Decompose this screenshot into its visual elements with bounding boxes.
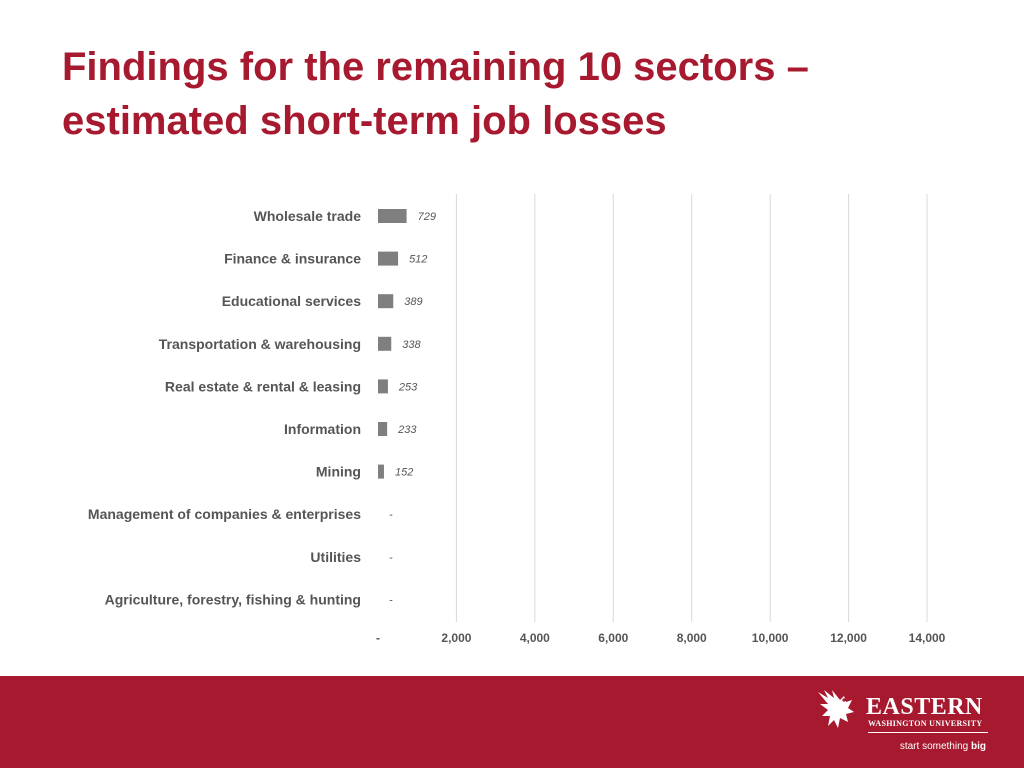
footer-band: EASTERN WASHINGTON UNIVERSITY start some…	[0, 676, 1024, 768]
data-label: 253	[398, 381, 418, 393]
category-label: Transportation & warehousing	[159, 336, 361, 352]
category-label: Finance & insurance	[224, 251, 361, 267]
data-label: -	[389, 552, 393, 564]
data-label: 389	[404, 296, 422, 308]
category-label: Real estate & rental & leasing	[165, 378, 361, 394]
eastern-washington-university-logo: EASTERN WASHINGTON UNIVERSITY start some…	[814, 686, 994, 756]
data-label: 152	[395, 467, 413, 479]
category-label: Mining	[316, 464, 361, 480]
slide-title: Findings for the remaining 10 sectors – …	[62, 40, 962, 148]
x-tick-label: 14,000	[909, 631, 946, 645]
category-label: Management of companies & enterprises	[88, 506, 361, 522]
job-losses-bar-chart: - 2,000 4,000 6,000 8,000 10,000 12,000 14,000 W…	[88, 194, 946, 645]
data-label: -	[389, 509, 393, 521]
x-tick-label: 10,000	[752, 631, 789, 645]
x-tick-label: 12,000	[830, 631, 867, 645]
bar	[378, 422, 388, 436]
x-tick-label: 8,000	[677, 631, 707, 645]
category-label: Educational services	[222, 293, 362, 309]
bar	[378, 336, 392, 351]
data-label: -	[389, 594, 393, 606]
bar	[378, 209, 407, 223]
bar	[378, 464, 384, 479]
category-label: Wholesale trade	[254, 208, 362, 224]
data-label: 729	[418, 211, 436, 223]
x-tick-label: 2,000	[441, 631, 471, 645]
slide-title-line-2: estimated short-term job losses	[62, 99, 667, 143]
category-label: Information	[284, 421, 361, 437]
bar	[378, 294, 394, 309]
x-tick-label: -	[376, 631, 380, 645]
data-label: 338	[402, 339, 421, 351]
data-label: 233	[397, 424, 417, 436]
x-tick-label: 4,000	[520, 631, 550, 645]
data-label: 512	[409, 254, 427, 266]
eagle-icon	[818, 690, 854, 728]
slide-title-line-1: Findings for the remaining 10 sectors –	[62, 45, 809, 89]
logo-subtitle: WASHINGTON UNIVERSITY	[868, 719, 988, 733]
tagline: start something big	[900, 741, 986, 753]
category-label: Utilities	[310, 549, 361, 565]
category-label: Agriculture, forestry, fishing & hunting	[105, 591, 361, 607]
bar	[378, 251, 399, 266]
logo-name: EASTERN	[866, 694, 983, 720]
tagline-bold: big	[971, 741, 986, 752]
tagline-regular: start something	[899, 741, 969, 752]
x-tick-label: 6,000	[598, 631, 628, 645]
bar	[378, 379, 388, 394]
